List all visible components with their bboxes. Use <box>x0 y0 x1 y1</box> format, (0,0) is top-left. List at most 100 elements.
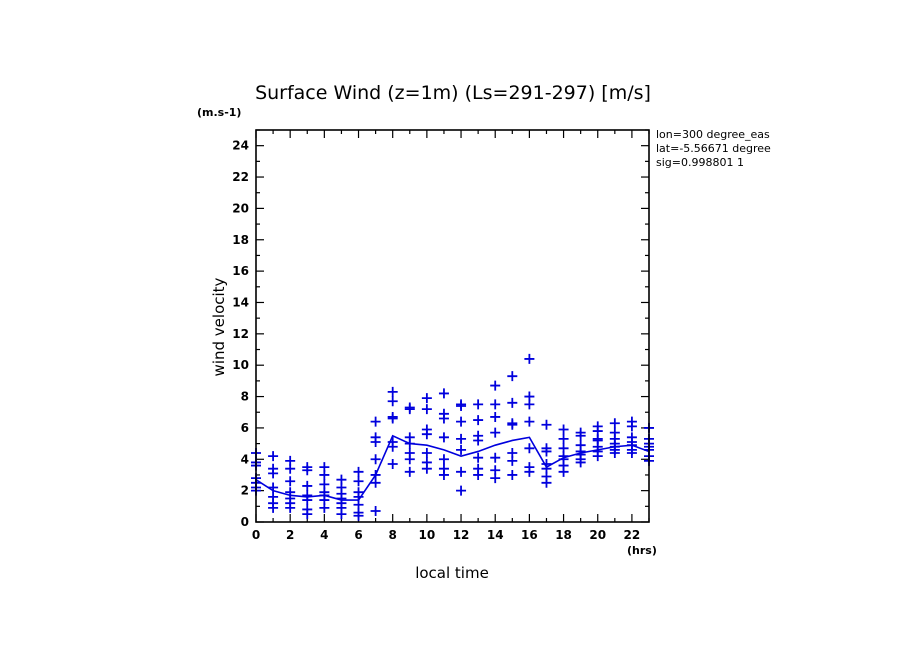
y-tick-label: 22 <box>232 170 249 184</box>
y-unit-label: (m.s-1) <box>197 106 241 119</box>
data-point <box>507 455 518 466</box>
plot-frame <box>255 129 650 523</box>
data-point <box>575 430 586 441</box>
data-point <box>421 448 432 459</box>
data-point <box>507 469 518 480</box>
data-point <box>473 399 484 410</box>
data-point <box>490 427 501 438</box>
data-point <box>285 502 296 513</box>
data-point <box>473 435 484 446</box>
data-point <box>524 416 535 427</box>
y-axis-label: wind velocity <box>210 277 228 376</box>
y-tick-label: 20 <box>232 201 249 215</box>
data-point <box>456 400 467 411</box>
data-point <box>353 466 364 477</box>
data-point <box>456 416 467 427</box>
data-point <box>456 444 467 455</box>
x-tick-label: 12 <box>453 528 470 542</box>
data-point <box>370 477 381 488</box>
data-point <box>490 411 501 422</box>
data-point <box>507 419 518 430</box>
y-tick-label: 2 <box>241 484 249 498</box>
info-line-lon: lon=300 degree_eas <box>656 128 770 141</box>
data-point <box>609 418 620 429</box>
data-point <box>490 473 501 484</box>
data-point <box>268 451 279 462</box>
data-point <box>438 454 449 465</box>
x-tick-label: 0 <box>252 528 260 542</box>
data-point <box>353 510 364 521</box>
x-tick-label: 8 <box>389 528 397 542</box>
data-point <box>456 433 467 444</box>
data-point <box>456 485 467 496</box>
y-tick-label: 8 <box>241 390 249 404</box>
data-point <box>387 441 398 452</box>
data-point <box>524 353 535 364</box>
data-point <box>524 399 535 410</box>
data-point <box>473 469 484 480</box>
x-tick-label: 4 <box>320 528 328 542</box>
data-point <box>456 466 467 477</box>
data-point <box>370 437 381 448</box>
data-point <box>473 415 484 426</box>
data-point <box>421 463 432 474</box>
data-point <box>387 386 398 397</box>
x-tick-label: 2 <box>286 528 294 542</box>
data-point <box>319 502 330 513</box>
x-tick-label: 16 <box>521 528 538 542</box>
data-point <box>558 433 569 444</box>
data-point <box>558 466 569 477</box>
data-point <box>353 476 364 487</box>
data-point <box>336 509 347 520</box>
data-point <box>370 454 381 465</box>
y-tick-label: 12 <box>232 327 249 341</box>
data-point <box>541 446 552 457</box>
data-point <box>490 452 501 463</box>
data-point <box>268 468 279 479</box>
data-point <box>302 465 313 476</box>
x-unit-label: (hrs) <box>627 544 657 557</box>
data-point <box>626 448 637 459</box>
data-point <box>387 458 398 469</box>
y-tick-label: 24 <box>232 139 249 153</box>
data-point <box>387 396 398 407</box>
info-line-lat: lat=-5.56671 degree <box>656 142 771 155</box>
y-tick-label: 4 <box>241 452 249 466</box>
y-tick-label: 10 <box>232 358 249 372</box>
mean-line <box>255 434 650 501</box>
data-point <box>421 393 432 404</box>
data-point <box>541 477 552 488</box>
x-tick-label: 20 <box>589 528 606 542</box>
data-point <box>592 451 603 462</box>
axis-ticks <box>255 129 650 523</box>
data-point <box>404 454 415 465</box>
x-tick-label: 14 <box>487 528 504 542</box>
data-point <box>268 502 279 513</box>
data-point <box>404 404 415 415</box>
y-tick-label: 18 <box>232 233 249 247</box>
x-tick-label: 22 <box>624 528 641 542</box>
data-point <box>302 480 313 491</box>
data-point <box>421 429 432 440</box>
data-point <box>438 388 449 399</box>
data-point <box>285 463 296 474</box>
data-point <box>387 413 398 424</box>
data-point <box>421 404 432 415</box>
data-point <box>285 476 296 487</box>
data-point <box>490 399 501 410</box>
data-point <box>319 469 330 480</box>
x-axis-label: local time <box>415 564 489 582</box>
x-tick-label: 6 <box>354 528 362 542</box>
data-point <box>473 452 484 463</box>
x-tick-label: 18 <box>555 528 572 542</box>
data-point <box>404 466 415 477</box>
data-point <box>438 432 449 443</box>
x-tick-label: 10 <box>419 528 436 542</box>
data-point <box>438 469 449 480</box>
data-point <box>524 443 535 454</box>
data-point <box>575 457 586 468</box>
y-tick-label: 16 <box>232 264 249 278</box>
data-point <box>438 413 449 424</box>
